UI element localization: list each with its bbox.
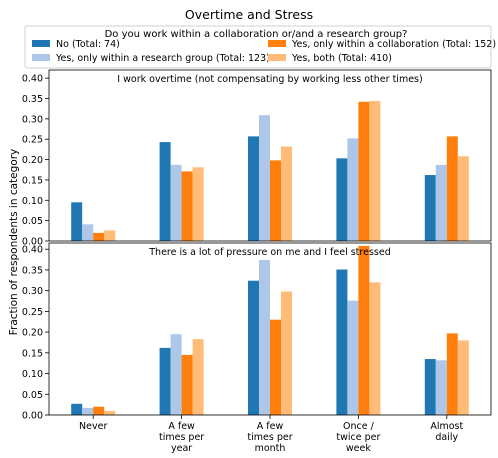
bar — [369, 282, 381, 415]
x-tick-label-line: week — [346, 443, 371, 454]
bar — [457, 340, 469, 415]
y-axis-label: Fraction of respondents in category — [8, 149, 20, 336]
bar — [192, 339, 204, 415]
y-tick-label: 0.35 — [22, 265, 43, 276]
x-tick-label-line: year — [171, 443, 192, 454]
bar — [259, 115, 270, 241]
bar — [435, 360, 447, 415]
x-tick-label-line: twice per — [336, 432, 380, 443]
panel-frame — [48, 69, 492, 242]
legend-title: Do you work within a collaboration or/an… — [105, 29, 408, 40]
bar — [159, 142, 171, 241]
legend-swatch-2 — [268, 40, 286, 47]
bar — [82, 407, 94, 415]
bar — [358, 101, 370, 241]
bar — [270, 160, 281, 241]
x-tick-label-line: A few — [168, 421, 195, 432]
bar — [369, 100, 381, 241]
panel-title: There is a lot of pressure on me and I f… — [148, 247, 390, 258]
bar — [446, 136, 458, 241]
bar — [270, 319, 281, 415]
legend-label-3: Yes, both (Total: 410) — [291, 53, 392, 64]
bar — [248, 136, 259, 241]
bar — [170, 334, 182, 415]
y-tick-label: 0.20 — [22, 155, 43, 166]
bar — [347, 138, 359, 241]
x-tick-label-line: month — [255, 443, 286, 454]
y-tick-label: 0.30 — [22, 114, 43, 125]
bar — [424, 175, 436, 241]
y-tick-label: 0.15 — [22, 348, 43, 359]
chart-panels: 0.00 0.05 0.10 0.15 0.20 0.25 0.30 0.35 0.40 I wo… — [22, 69, 492, 422]
bar — [104, 230, 116, 241]
y-tick-label: 0.05 — [22, 216, 43, 227]
bar — [93, 232, 105, 241]
y-tick-label: 0.40 — [22, 245, 43, 256]
bar — [71, 202, 83, 241]
bar — [93, 406, 105, 415]
bar — [347, 300, 359, 415]
x-tick-label-line: times per — [159, 432, 204, 443]
bar — [259, 259, 270, 415]
y-tick-label: 0.15 — [22, 175, 43, 186]
bar — [181, 171, 193, 241]
bar — [192, 167, 204, 241]
bar — [170, 164, 182, 241]
y-tick-label: 0.00 — [22, 237, 43, 248]
x-tick-label-line: Never — [79, 421, 107, 432]
x-tick-label: Never — [79, 421, 107, 432]
x-tick-label: A few times per month — [247, 421, 292, 454]
bar — [82, 224, 94, 241]
y-tick-label: 0.10 — [22, 369, 43, 380]
legend: Do you work within a collaboration or/an… — [24, 25, 496, 69]
y-tick-label: 0.30 — [22, 286, 43, 297]
bar — [281, 146, 292, 241]
legend-swatch-3 — [268, 54, 286, 61]
y-tick-label: 0.00 — [22, 411, 43, 422]
bar — [457, 156, 469, 241]
legend-label-0: No (Total: 74) — [56, 39, 120, 50]
bar — [181, 354, 193, 415]
x-tick-label-line: Almost — [430, 421, 463, 432]
panel-title: I work overtime (not compensating by wor… — [117, 74, 422, 85]
chart-title: Overtime and Stress — [185, 7, 313, 22]
bar — [446, 333, 458, 415]
bar — [424, 359, 436, 415]
bar — [71, 403, 83, 415]
bar — [104, 410, 116, 415]
y-tick-label: 0.25 — [22, 307, 43, 318]
legend-label-1: Yes, only within a research group (Total… — [55, 53, 270, 64]
y-tick-label: 0.25 — [22, 135, 43, 146]
x-tick-label-line: Once / — [343, 421, 375, 432]
x-tick-label-line: daily — [435, 432, 458, 443]
x-tick-label-line: A few — [257, 421, 284, 432]
legend-swatch-1 — [32, 54, 50, 61]
panel-0: 0.00 0.05 0.10 0.15 0.20 0.25 0.30 0.35 0.40 I wo… — [22, 69, 492, 248]
y-tick-label: 0.10 — [22, 196, 43, 207]
bar — [336, 158, 348, 241]
bar — [358, 245, 370, 415]
x-tick-label-line: times per — [247, 432, 292, 443]
bar — [159, 347, 171, 415]
bar — [336, 269, 348, 415]
x-tick-label: A few times per year — [159, 421, 204, 454]
legend-label-2: Yes, only within a collaboration (Total:… — [291, 39, 496, 50]
x-tick-label: Almost daily — [430, 421, 463, 443]
y-tick-label: 0.40 — [22, 74, 43, 85]
y-tick-label: 0.20 — [22, 328, 43, 339]
bar — [281, 291, 292, 415]
panel-1: 0.00 0.05 0.10 0.15 0.20 0.25 0.30 0.35 0.40 Ther… — [22, 242, 492, 422]
legend-swatch-0 — [32, 40, 50, 47]
bar — [435, 164, 447, 241]
x-tick-label: Once / twice per week — [336, 421, 380, 454]
bar — [248, 280, 259, 415]
legend-frame — [24, 25, 492, 69]
y-tick-label: 0.35 — [22, 94, 43, 105]
y-tick-label: 0.05 — [22, 390, 43, 401]
